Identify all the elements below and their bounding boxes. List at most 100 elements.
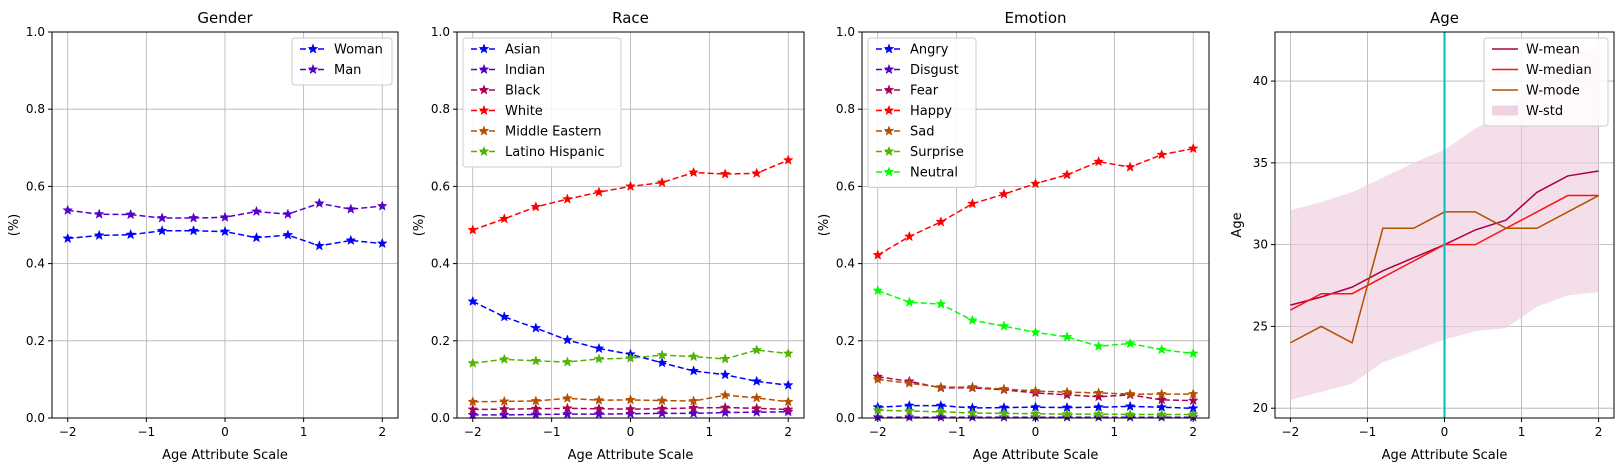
- x-tick-label: −2: [1282, 425, 1300, 439]
- data-point: [1061, 411, 1073, 422]
- legend-label: W-std: [1526, 104, 1563, 119]
- data-point: [376, 200, 388, 211]
- y-tick-label: 1.0: [836, 25, 855, 39]
- data-point: [656, 394, 668, 406]
- y-tick-label: 0.8: [836, 102, 855, 116]
- chart-panel-emotion: −2 −1 0 1 2 0.0 0.2 0.4 0.6 0.8 1.0 Emotion Age Attr…: [817, 9, 1210, 463]
- data-point: [1061, 386, 1073, 397]
- legend: Angry Disgust Fear Happy Sad Surprise Neutral: [867, 37, 977, 188]
- y-tick-label: 0.6: [836, 179, 855, 193]
- data-point: [903, 405, 915, 416]
- data-point: [625, 180, 636, 192]
- data-point: [751, 167, 763, 178]
- x-tick-label: 2: [378, 425, 386, 439]
- chart-panel-gender: −2 −1 0 1 2 0.0 0.2 0.4 0.6 0.8 1.0 Gender Age Attri…: [7, 9, 399, 463]
- data-point: [530, 322, 542, 333]
- data-point: [593, 408, 605, 419]
- data-point: [688, 395, 700, 406]
- legend-box: [867, 37, 977, 188]
- data-point: [498, 395, 510, 407]
- y-tick-label: 0.8: [431, 102, 450, 116]
- data-point: [966, 381, 978, 392]
- x-tick-label: −1: [543, 425, 561, 439]
- data-point: [688, 365, 700, 376]
- legend-marker: [478, 63, 490, 75]
- y-tick-label: 0.0: [26, 411, 45, 425]
- data-point: [1156, 408, 1168, 420]
- data-point: [251, 232, 262, 243]
- legend-label: Latino Hispanic: [505, 145, 605, 160]
- legend-label: W-mode: [1526, 84, 1580, 99]
- chart-title: Age: [1430, 9, 1459, 27]
- data-point: [935, 381, 947, 392]
- data-point: [530, 403, 542, 414]
- data-point: [1187, 347, 1199, 359]
- data-point: [688, 407, 700, 418]
- y-tick-label: 35: [1253, 156, 1268, 170]
- data-point: [751, 402, 763, 413]
- data-point: [1156, 394, 1168, 405]
- data-point: [1124, 337, 1136, 349]
- legend-label: Neutral: [910, 166, 958, 181]
- legend-marker: [883, 145, 895, 157]
- data-point: [467, 295, 479, 307]
- data-point: [282, 208, 294, 219]
- y-tick-label: 0.0: [431, 411, 450, 425]
- x-tick-label: −2: [59, 425, 77, 439]
- legend-label: Happy: [910, 104, 952, 119]
- y-tick-label: 20: [1253, 401, 1268, 415]
- legend-label: Angry: [910, 43, 949, 58]
- data-point: [93, 229, 105, 241]
- data-point: [998, 383, 1010, 394]
- legend-label: Sad: [910, 125, 934, 140]
- data-point: [219, 225, 231, 237]
- data-point: [530, 408, 542, 420]
- data-point: [719, 401, 731, 413]
- data-point: [561, 334, 573, 345]
- x-axis-label: Age Attribute Scale: [162, 448, 288, 463]
- data-point: [467, 409, 479, 420]
- y-tick-label: 0.8: [26, 102, 45, 116]
- x-tick-label: 1: [300, 425, 308, 439]
- legend-box: [462, 37, 622, 168]
- data-point: [782, 403, 794, 415]
- data-point: [998, 188, 1010, 199]
- data-point: [688, 166, 700, 178]
- legend-marker: [883, 63, 895, 75]
- data-point: [751, 344, 763, 355]
- data-point: [282, 229, 294, 240]
- legend-marker: [883, 166, 895, 177]
- data-point: [593, 353, 605, 364]
- data-point: [656, 403, 668, 414]
- data-point: [530, 355, 542, 366]
- data-point: [1124, 400, 1136, 412]
- data-point: [1187, 388, 1199, 399]
- data-point: [872, 284, 884, 296]
- data-point: [782, 347, 794, 359]
- data-point: [625, 403, 636, 414]
- legend-box: [1483, 37, 1609, 127]
- y-axis-label: (%): [817, 214, 832, 237]
- data-point: [966, 314, 978, 325]
- legend-marker: [478, 104, 490, 116]
- y-tick-label: 0.0: [836, 411, 855, 425]
- data-point: [966, 198, 978, 209]
- data-point: [125, 228, 137, 240]
- x-tick-label: 0: [627, 425, 635, 439]
- y-tick-label: 0.2: [836, 334, 855, 348]
- x-axis-label: Age Attribute Scale: [973, 448, 1099, 463]
- data-point: [1187, 142, 1199, 154]
- data-point: [498, 311, 510, 322]
- data-point: [688, 350, 700, 362]
- x-tick-label: 1: [1111, 425, 1119, 439]
- legend-label: Black: [505, 84, 541, 99]
- legend-patch: [1492, 105, 1518, 116]
- data-point: [1061, 331, 1073, 342]
- data-point: [719, 406, 731, 418]
- data-point: [935, 298, 947, 309]
- legend-marker: [307, 63, 319, 75]
- data-point: [966, 407, 978, 418]
- data-point: [1187, 394, 1199, 406]
- x-tick-label: 0: [1441, 425, 1449, 439]
- data-point: [188, 225, 199, 236]
